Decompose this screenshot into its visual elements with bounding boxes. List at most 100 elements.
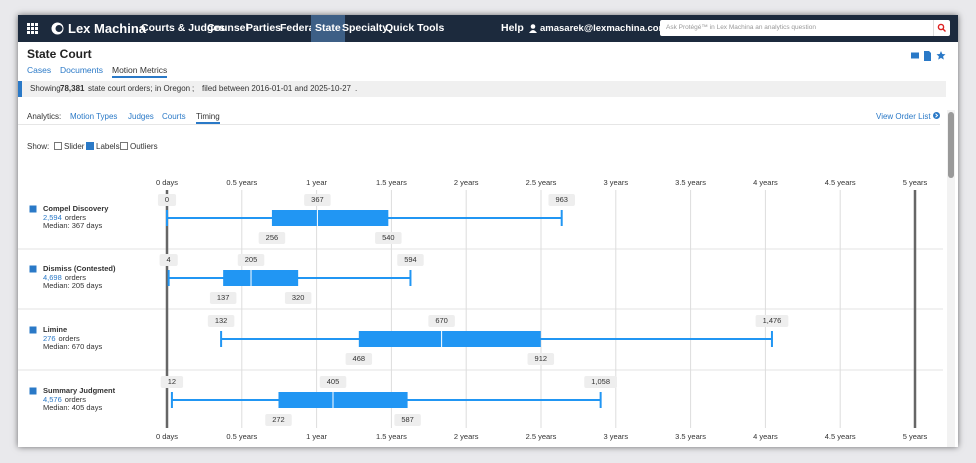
row-median: Median: 405 days xyxy=(43,403,102,412)
filter-prefix: Showing xyxy=(30,84,61,93)
row-count-number: 276 xyxy=(43,334,56,343)
x-tick-label: 1 year xyxy=(306,432,327,441)
filter-dates[interactable]: filed between 2016-01-01 and 2025-10-27 xyxy=(202,84,352,93)
x-tick-label: 2.5 years xyxy=(526,178,557,187)
row-count-unit: orders xyxy=(65,273,87,282)
x-tick-label: 4.5 years xyxy=(825,178,856,187)
show-option-label: Labels xyxy=(96,142,120,151)
x-tick-label: 2 years xyxy=(454,432,479,441)
value-label: 405 xyxy=(327,377,340,386)
checkbox[interactable] xyxy=(86,142,94,150)
help-link[interactable]: Help xyxy=(501,22,524,34)
filter-court[interactable]: in Oregon xyxy=(155,84,191,93)
row-name: Limine xyxy=(43,325,67,334)
logo[interactable]: Lex Machina xyxy=(68,21,147,36)
checkbox[interactable] xyxy=(54,142,62,150)
analytics-label: Analytics: xyxy=(27,112,62,121)
value-label: 587 xyxy=(401,415,414,424)
search-box[interactable]: Ask Protégé™ in Lex Machina an analytics… xyxy=(660,20,950,36)
row-median: Median: 205 days xyxy=(43,281,102,290)
row-checkbox[interactable] xyxy=(29,387,37,395)
x-tick-label: 4.5 years xyxy=(825,432,856,441)
show-option[interactable]: Slider xyxy=(54,142,84,151)
value-label-bg xyxy=(375,232,402,244)
x-tick-label: 1.5 years xyxy=(376,432,407,441)
show-option-label: Outliers xyxy=(130,142,158,151)
nav-item[interactable]: Parties xyxy=(246,22,282,34)
row-count: 276 orders xyxy=(43,334,80,343)
header-tab[interactable]: Motion Metrics xyxy=(112,65,168,78)
nav-item[interactable]: Quick Tools xyxy=(385,22,445,34)
value-label-bg xyxy=(304,194,331,206)
row-checkbox[interactable] xyxy=(29,205,37,213)
nav-item[interactable]: Specialty xyxy=(342,22,389,34)
row-name: Compel Discovery xyxy=(43,204,109,213)
header-tab[interactable]: Documents xyxy=(60,65,103,75)
analytics-tab[interactable]: Judges xyxy=(128,112,154,121)
filter-separator: ; xyxy=(192,84,195,93)
analytics-tab[interactable]: Courts xyxy=(162,112,186,121)
value-label: 963 xyxy=(555,195,568,204)
show-label: Show: xyxy=(27,142,50,151)
box xyxy=(278,392,408,408)
row-checkbox[interactable] xyxy=(29,265,37,273)
value-label-bg xyxy=(428,315,455,327)
x-tick-label: 4 years xyxy=(753,432,778,441)
show-option[interactable]: Outliers xyxy=(120,142,158,151)
checkbox[interactable] xyxy=(120,142,128,150)
value-label: 272 xyxy=(272,415,285,424)
row-count-number: 4,576 xyxy=(43,395,62,404)
scrollbar[interactable] xyxy=(947,110,955,447)
value-label: 468 xyxy=(353,354,366,363)
favorite-icon[interactable] xyxy=(936,51,946,60)
email-icon[interactable] xyxy=(911,52,919,59)
row-count-unit: orders xyxy=(65,395,87,404)
row-count-unit: orders xyxy=(65,213,87,222)
page-title: State Court xyxy=(27,47,92,61)
row-median: Median: 670 days xyxy=(43,342,102,351)
filter-toggle[interactable] xyxy=(18,81,22,97)
value-label: 367 xyxy=(311,195,324,204)
value-label-bg xyxy=(258,232,286,244)
scroll-thumb[interactable] xyxy=(948,112,954,178)
value-label: 132 xyxy=(215,316,228,325)
nav-item[interactable]: State xyxy=(311,15,345,42)
x-tick-label: 3.5 years xyxy=(675,178,706,187)
x-tick-label: 2 years xyxy=(454,178,479,187)
analytics-tab[interactable]: Motion Types xyxy=(70,112,118,121)
document-icon[interactable] xyxy=(924,51,931,61)
value-label-bg xyxy=(397,254,424,266)
nav-item[interactable]: Counsel xyxy=(207,22,249,34)
value-label-bg xyxy=(755,315,789,327)
analytics-tab[interactable]: Timing xyxy=(196,112,220,124)
value-label-bg xyxy=(160,376,184,388)
divider xyxy=(18,124,940,125)
page-actions xyxy=(911,51,946,61)
user-menu[interactable]: amasarek@lexmachina.com xyxy=(540,23,668,34)
header-tab[interactable]: Cases xyxy=(27,65,52,75)
value-label-bg xyxy=(265,414,292,426)
row-count-unit: orders xyxy=(59,334,81,343)
row-count: 4,698 orders xyxy=(43,273,86,282)
logo-icon xyxy=(51,22,64,35)
nav-item[interactable]: Federal xyxy=(280,22,318,34)
show-option[interactable]: Labels xyxy=(86,142,120,151)
row-name: Summary Judgment xyxy=(43,386,116,395)
x-tick-label: 0 days xyxy=(156,178,178,187)
nav-item[interactable]: Courts & Judges xyxy=(141,22,226,34)
value-label: 205 xyxy=(245,255,258,264)
value-label: 256 xyxy=(266,233,279,242)
search-button[interactable] xyxy=(933,20,950,36)
arrow-icon xyxy=(932,112,940,119)
filter-bar: Showing 78,381 state court orders; in Or… xyxy=(18,81,946,97)
value-label: 12 xyxy=(168,377,176,386)
x-tick-label: 0.5 years xyxy=(226,432,257,441)
apps-icon[interactable] xyxy=(27,23,38,34)
value-label: 0 xyxy=(165,195,169,204)
view-order-list[interactable]: View Order List xyxy=(876,112,940,121)
row-checkbox[interactable] xyxy=(29,326,37,334)
value-label-bg xyxy=(157,194,177,206)
value-label-bg xyxy=(237,254,265,266)
value-label-bg xyxy=(394,414,421,426)
